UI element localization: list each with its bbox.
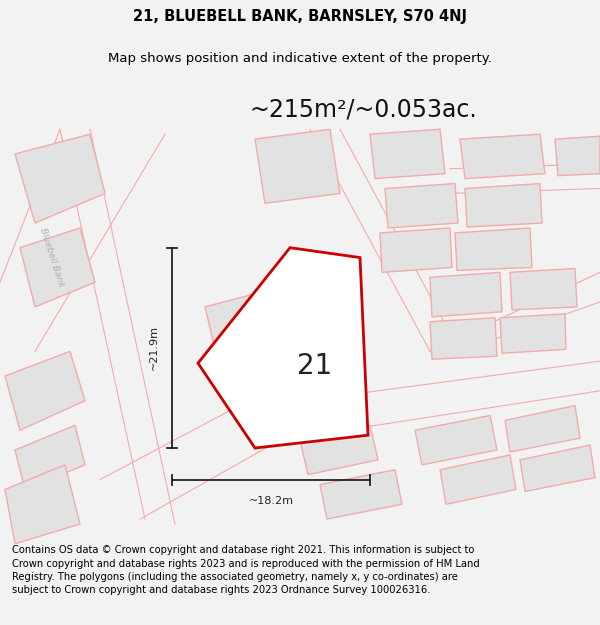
Polygon shape: [430, 318, 497, 359]
Polygon shape: [555, 136, 600, 176]
Polygon shape: [460, 134, 545, 179]
Text: ~18.2m: ~18.2m: [248, 496, 293, 506]
Polygon shape: [510, 268, 577, 310]
Polygon shape: [385, 184, 458, 228]
Polygon shape: [455, 228, 532, 271]
Polygon shape: [255, 129, 340, 203]
Text: ~21.9m: ~21.9m: [149, 326, 159, 371]
Polygon shape: [320, 470, 402, 519]
Polygon shape: [440, 455, 516, 504]
Polygon shape: [465, 184, 542, 227]
Polygon shape: [380, 228, 452, 272]
Polygon shape: [430, 272, 502, 317]
Polygon shape: [500, 314, 566, 353]
Polygon shape: [505, 406, 580, 452]
Polygon shape: [20, 228, 95, 307]
Polygon shape: [205, 287, 300, 391]
Polygon shape: [415, 416, 497, 465]
Text: Contains OS data © Crown copyright and database right 2021. This information is : Contains OS data © Crown copyright and d…: [12, 545, 480, 595]
Text: 21: 21: [298, 352, 332, 380]
Polygon shape: [520, 445, 595, 491]
Text: ~215m²/~0.053ac.: ~215m²/~0.053ac.: [250, 98, 478, 121]
Polygon shape: [15, 134, 105, 223]
Polygon shape: [5, 351, 85, 430]
Polygon shape: [15, 426, 85, 489]
Text: Bluebell Bank: Bluebell Bank: [279, 414, 341, 436]
Text: 21, BLUEBELL BANK, BARNSLEY, S70 4NJ: 21, BLUEBELL BANK, BARNSLEY, S70 4NJ: [133, 9, 467, 24]
Text: Bluebell Bank: Bluebell Bank: [38, 227, 66, 288]
Polygon shape: [300, 426, 378, 474]
Polygon shape: [198, 248, 368, 448]
Text: Map shows position and indicative extent of the property.: Map shows position and indicative extent…: [108, 52, 492, 65]
Polygon shape: [5, 465, 80, 544]
Polygon shape: [370, 129, 445, 179]
